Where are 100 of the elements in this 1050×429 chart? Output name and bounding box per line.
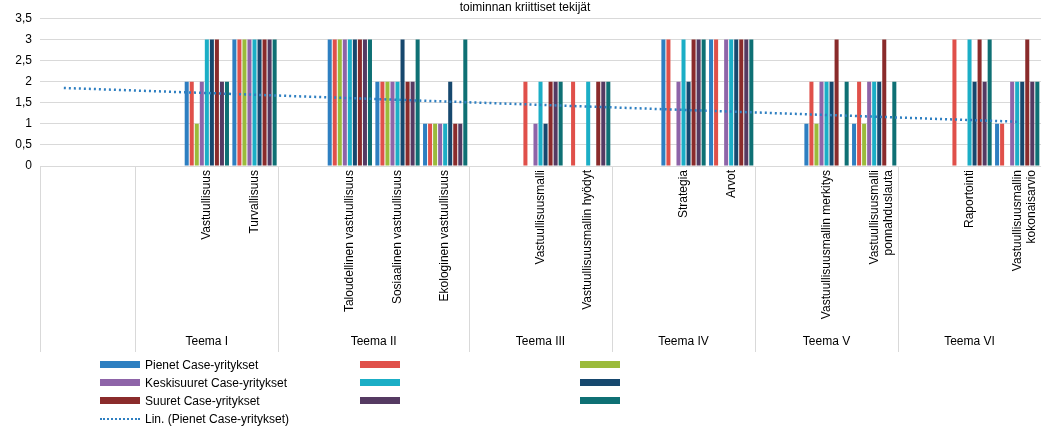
bar [405,81,410,166]
bar [209,39,214,166]
bar [734,39,739,166]
bar [972,81,977,166]
legend-label: Keskisuuret Case-yritykset [145,375,288,390]
bar [967,39,972,166]
bar [390,81,395,166]
bar [834,39,839,166]
bar [844,81,849,166]
bar [257,39,262,166]
bar [332,39,337,166]
text: Teema IV [658,334,709,349]
bar [410,81,415,166]
bar [558,81,563,166]
bar [347,39,352,166]
bar [1010,81,1015,166]
bar [543,123,548,166]
bar [696,39,701,166]
bar [428,123,433,166]
chart-title: toiminnan kriittiset tekijät [459,0,592,14]
bar [262,39,267,166]
bar [676,81,681,166]
x-tick-label: Taloudellinen vastuullisuus [342,170,357,313]
bar [1030,81,1035,166]
bar [438,123,443,166]
x-tick-label: Vastuullisuusmallin hyödyt [580,169,595,310]
bar [224,81,229,166]
bar [1015,81,1020,166]
bar [362,39,367,166]
x-tick-label: Strategia [675,169,690,219]
bar [739,39,744,166]
bar [571,81,576,166]
bar [982,81,987,166]
bar [337,39,342,166]
bar [523,81,528,166]
bar [714,39,719,166]
bar [995,123,1000,166]
bar [189,81,194,166]
bar [448,81,453,166]
bar [1025,39,1030,166]
y-tick-label: 2,5 [15,52,33,67]
bar [882,39,887,166]
y-tick-label: 1 [25,116,33,131]
bar [872,81,877,166]
bar [267,39,272,166]
text: Teema V [802,334,851,349]
bar [367,39,372,166]
bar [380,81,385,166]
x-tick-label: Vastuullisuusmalli [532,170,547,265]
bar [385,81,390,166]
x-tick-label: Raportointi [961,170,976,229]
bar [548,81,553,166]
bar [538,81,543,166]
bar [357,39,362,166]
text: Teema VI [944,334,995,349]
bar [877,81,882,166]
bar [242,39,247,166]
y-tick-label: 2 [25,73,33,88]
bar [681,39,686,166]
bar [601,81,606,166]
bar [729,39,734,166]
bar [395,81,400,166]
y-tick-label: 3 [25,31,33,46]
x-tick-label: Vastuullisuusmalli ponnahduslauta [866,169,895,265]
y-tick-label: 0,5 [15,137,33,152]
bar [686,81,691,166]
bar [1020,81,1025,166]
bar [749,39,754,166]
bar [666,39,671,166]
bar [194,123,199,166]
text: Teema II [350,334,397,349]
bar [199,81,204,166]
bar [463,39,468,166]
bar [977,39,982,166]
bar [342,39,347,166]
bar [423,123,428,166]
x-tick-label: Arvot [723,169,738,199]
legend-label: Pienet Case-yritykset [145,357,259,372]
x-tick-label: Vastuullisuus [199,170,214,240]
bar [1035,81,1040,166]
bar [829,81,834,166]
y-tick-label: 3,5 [15,10,33,25]
bar [214,39,219,166]
bar [701,39,706,166]
bar [453,123,458,166]
bar [352,39,357,166]
bar [862,123,867,166]
x-tick-label: Sosiaalinen vastuullisuus [389,170,404,305]
bar [237,39,242,166]
bar [867,81,872,166]
bar [824,81,829,166]
bar [458,123,463,166]
bar [219,81,224,166]
bar [1000,123,1005,166]
bar [691,39,696,166]
bar [553,81,558,166]
bar [533,123,538,166]
y-tick-label: 0 [25,158,33,173]
bar [744,39,749,166]
bar [272,39,277,166]
